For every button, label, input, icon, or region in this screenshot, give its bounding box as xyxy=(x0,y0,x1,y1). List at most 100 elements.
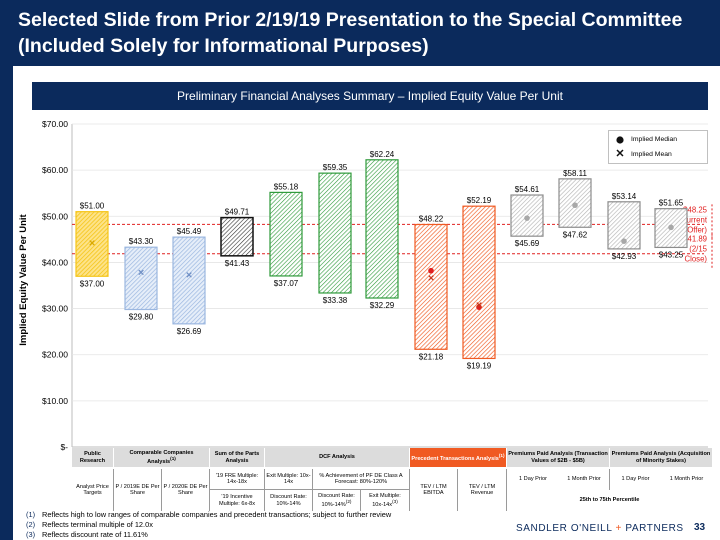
mean-marker: ✕ xyxy=(475,300,482,310)
range-bar xyxy=(172,236,206,325)
bar-high-label: $51.65 xyxy=(659,199,684,208)
footnote: (1) Reflects high to low ranges of compar… xyxy=(26,510,392,519)
section-title: Preliminary Financial Analyses Summary –… xyxy=(32,82,708,110)
y-tick-label: $40.00 xyxy=(42,257,68,267)
bar-low-label: $45.69 xyxy=(515,239,540,248)
bar-high-label: $48.22 xyxy=(419,214,444,223)
bar-low-label: $33.38 xyxy=(323,296,348,305)
bar-high-label: $55.18 xyxy=(274,182,299,191)
table-cell-1-month-prior-b: 1 Month Prior xyxy=(669,476,704,483)
bar-low-label: $29.80 xyxy=(129,312,154,321)
y-tick-label: $50.00 xyxy=(42,211,68,221)
mean-x-icon: ✕ xyxy=(615,148,624,160)
table-cell-dcf-discount-rate: Discount Rate: 10%-14%(2) xyxy=(313,490,361,511)
table-cell-p-2019e: P / 2019E DE Per Share xyxy=(114,469,162,511)
reference-label: (2/15 xyxy=(689,245,707,254)
legend-median-label: Implied Median xyxy=(631,136,678,143)
table-cell-1-day-prior-a: 1 Day Prior xyxy=(519,476,547,483)
bar-high-label: $52.19 xyxy=(467,196,492,205)
table-cell-1-month-prior-a: 1 Month Prior xyxy=(559,469,610,490)
table-cell-p-2020e: P / 2020E DE Per Share xyxy=(162,469,210,511)
range-bar xyxy=(462,205,496,360)
range-bar xyxy=(124,246,158,311)
median-marker xyxy=(621,238,627,245)
range-bar xyxy=(75,211,109,277)
bar-low-label: $32.29 xyxy=(370,301,395,310)
bar-low-label: $43.25 xyxy=(659,250,684,259)
table-header-dcf: DCF Analysis xyxy=(265,448,410,467)
title-bar: Selected Slide from Prior 2/19/19 Presen… xyxy=(0,0,720,66)
table-cell-discount-rate: Discount Rate: 10%-14% xyxy=(265,490,313,511)
y-tick-label: $20.00 xyxy=(42,350,68,360)
table-cell-percentile-range: 25th to 75th Percentile xyxy=(579,497,640,504)
reference-label: $41.89 xyxy=(683,235,707,244)
table-cell-1-day-prior-b: 1 Day Prior xyxy=(621,476,650,483)
bar-low-label: $21.18 xyxy=(419,352,444,361)
median-dot-icon xyxy=(616,136,624,144)
y-tick-label: $30.00 xyxy=(42,304,68,314)
median-marker xyxy=(668,224,674,231)
chart-legend: ✕ Implied Median Implied Mean xyxy=(608,130,708,164)
bar-high-label: $53.14 xyxy=(612,192,637,201)
table-cell-fre-multiple: '19 FRE Multiple: 14x-18x xyxy=(210,469,265,490)
y-tick-label: $- xyxy=(60,442,68,452)
bar-high-label: $59.35 xyxy=(323,163,348,172)
table-header-public-research: Public Research xyxy=(72,448,114,467)
bar-high-label: $62.24 xyxy=(370,150,395,159)
bar-high-label: $51.00 xyxy=(80,202,105,211)
range-bar xyxy=(269,191,303,277)
bar-low-label: $19.19 xyxy=(467,361,492,370)
range-bar xyxy=(414,223,448,350)
table-cell-dcf-exit-multiple: Exit Multiple: 10x-14x(3) xyxy=(361,490,410,511)
median-marker xyxy=(428,267,434,274)
footnote: (2) Reflects terminal multiple of 12.0x xyxy=(26,520,153,529)
bar-low-label: $37.07 xyxy=(274,279,299,288)
y-tick-label: $60.00 xyxy=(42,165,68,175)
y-tick-label: $70.00 xyxy=(42,119,68,129)
reference-label: Offer) xyxy=(687,225,707,234)
reference-label: Close) xyxy=(684,255,707,264)
table-header-sum-of-parts: Sum of the Parts Analysis xyxy=(210,448,265,467)
table-cell-analyst-targets: Analyst Price Targets xyxy=(72,469,114,511)
range-bar xyxy=(318,172,352,294)
y-tick-label: $10.00 xyxy=(42,396,68,406)
range-bar xyxy=(365,159,399,299)
page-title-line1: Selected Slide from Prior 2/19/19 Presen… xyxy=(18,9,683,31)
legend-mean-label: Implied Mean xyxy=(631,151,672,158)
table-cell-exit-multiple: Exit Multiple: 10x-14x xyxy=(265,469,313,490)
median-marker xyxy=(524,215,530,221)
bar-high-label: $54.61 xyxy=(515,185,540,194)
table-cell-incentive-multiple: '19 Incentive Multiple: 6x-8x xyxy=(210,490,265,511)
median-marker xyxy=(476,304,482,310)
reference-label: (Current xyxy=(678,215,707,224)
table-cell-tev-revenue: TEV / LTM Revenue xyxy=(458,469,507,511)
median-marker xyxy=(572,202,578,209)
bar-low-label: $41.43 xyxy=(225,259,250,268)
bar-high-label: $49.71 xyxy=(225,208,250,217)
left-accent-strip xyxy=(0,66,13,540)
bar-low-label: $26.69 xyxy=(177,327,202,336)
bar-low-label: $42.93 xyxy=(612,252,637,261)
mean-marker: ✕ xyxy=(137,268,144,278)
range-bar xyxy=(220,216,254,257)
table-cell-pf-de-achievement: % Achievement of PF DE Class A Forecast:… xyxy=(313,469,410,490)
brand-logo: SANDLER O'NEILL + PARTNERS xyxy=(516,523,684,534)
page-title-line2: (Included Solely for Informational Purpo… xyxy=(18,35,429,57)
mean-marker: ✕ xyxy=(185,270,192,280)
table-header-premiums-paid-minority: Premiums Paid Analysis (Acquisition of M… xyxy=(610,448,712,467)
bar-low-label: $37.00 xyxy=(80,279,105,288)
table-cell-tev-ebitda: TEV / LTM EBITDA xyxy=(410,469,458,511)
bar-high-label: $45.49 xyxy=(177,227,202,236)
bar-high-label: $58.11 xyxy=(563,169,587,178)
bar-low-label: $47.62 xyxy=(563,230,588,239)
table-header-comparable-companies: Comparable Companies Analysis(1) xyxy=(114,448,210,467)
page-number: 33 xyxy=(694,522,706,533)
reference-label: $48.25 xyxy=(683,205,708,214)
footnote: (3) Reflects discount rate of 11.61% xyxy=(26,530,148,539)
table-header-precedent-transactions: Precedent Transactions Analysis(1) xyxy=(410,448,507,467)
mean-marker: ✕ xyxy=(88,238,95,248)
table-header-premiums-paid-2b-5b: Premiums Paid Analysis (Transaction Valu… xyxy=(507,448,610,467)
chart-grid: $- $10.00 $20.00 $30.00 $40.00 $50.00 $60.00 $7… xyxy=(42,119,708,452)
bar-high-label: $43.30 xyxy=(129,237,154,246)
